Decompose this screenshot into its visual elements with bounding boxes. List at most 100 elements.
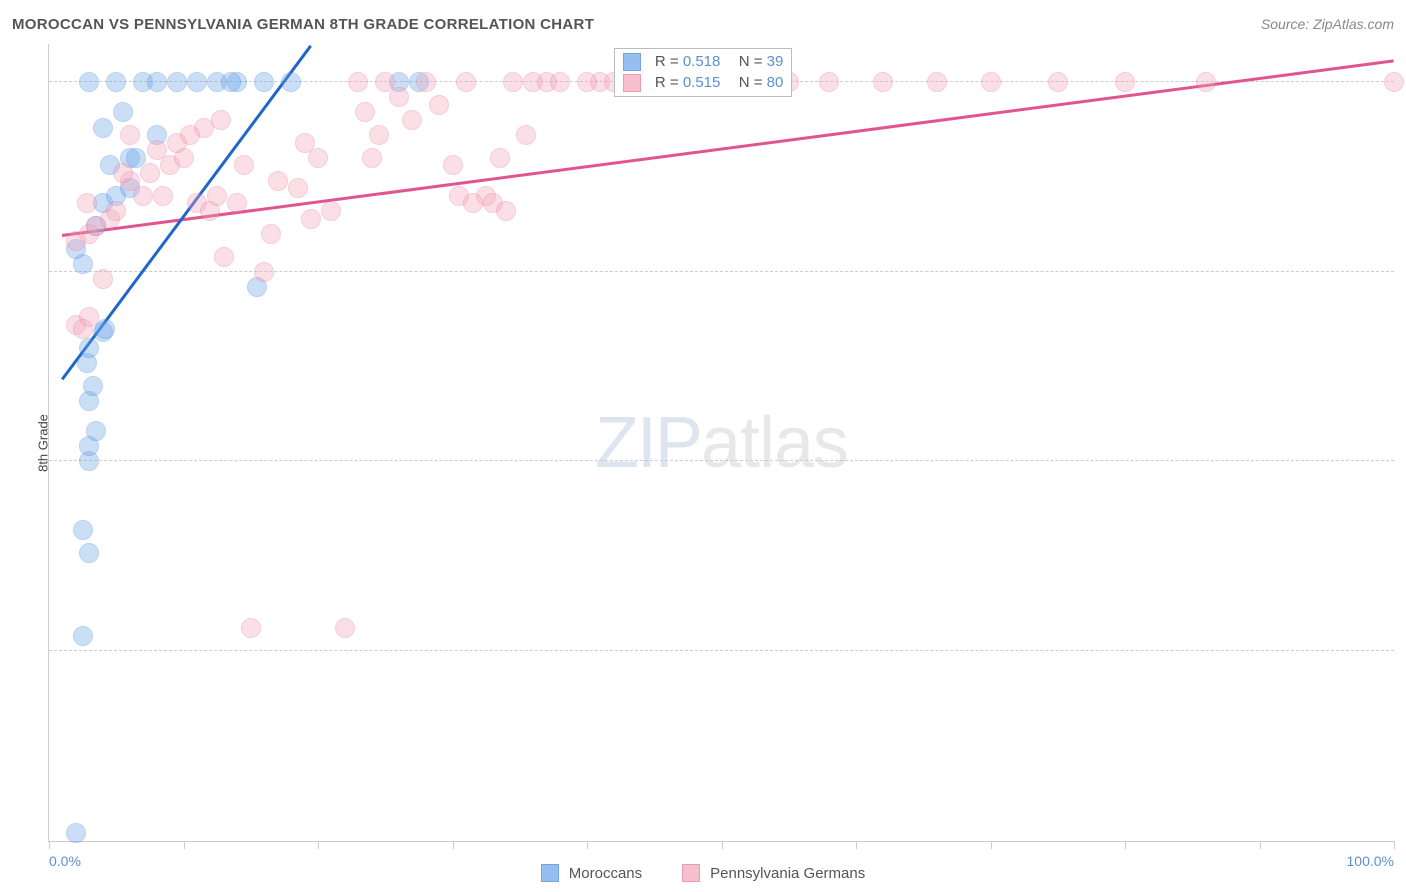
data-point (254, 262, 274, 282)
gridline-h (49, 271, 1394, 272)
gridline-h (49, 650, 1394, 651)
data-point (295, 133, 315, 153)
y-axis-title: 8th Grade (35, 414, 50, 472)
data-point (516, 125, 536, 145)
legend-label: Pennsylvania Germans (710, 865, 865, 882)
data-point (348, 72, 368, 92)
data-point (261, 224, 281, 244)
data-point (254, 72, 274, 92)
data-point (463, 193, 483, 213)
data-point (281, 72, 301, 92)
data-point (550, 72, 570, 92)
legend-swatch (623, 74, 641, 92)
legend-swatch (682, 864, 700, 882)
data-point (308, 148, 328, 168)
data-point (227, 193, 247, 213)
data-point (429, 95, 449, 115)
x-tick (1260, 841, 1261, 849)
data-point (1384, 72, 1404, 92)
plot-area: ZIPatlas 92.5%95.0%97.5%100.0%0.0%100.0%… (48, 44, 1394, 842)
data-point (221, 72, 241, 92)
data-point (86, 421, 106, 441)
chart-container: ZIPatlas 92.5%95.0%97.5%100.0%0.0%100.0%… (48, 44, 1394, 842)
data-point (207, 186, 227, 206)
x-tick (49, 841, 50, 849)
data-point (241, 618, 261, 638)
data-point (167, 72, 187, 92)
watermark-atlas: atlas (701, 403, 848, 483)
data-point (79, 72, 99, 92)
data-point (133, 186, 153, 206)
legend-item: Pennsylvania Germans (682, 864, 865, 882)
legend-r-value: R = 0.515 (655, 74, 720, 91)
watermark: ZIPatlas (595, 402, 848, 484)
chart-title: MOROCCAN VS PENNSYLVANIA GERMAN 8TH GRAD… (12, 16, 594, 33)
data-point (113, 163, 133, 183)
data-point (819, 72, 839, 92)
data-point (490, 148, 510, 168)
data-point (389, 87, 409, 107)
x-tick (856, 841, 857, 849)
x-tick (1394, 841, 1395, 849)
data-point (120, 125, 140, 145)
legend-swatch (623, 53, 641, 71)
watermark-zip: ZIP (595, 403, 701, 483)
chart-source: Source: ZipAtlas.com (1261, 16, 1394, 32)
legend-n-value: N = 39 (730, 53, 783, 70)
legend-swatch (541, 864, 559, 882)
data-point (95, 319, 115, 339)
data-point (147, 72, 167, 92)
data-point (66, 823, 86, 843)
data-point (301, 209, 321, 229)
legend-stats: R = 0.518 N = 39 R = 0.515 N = 80 (614, 48, 792, 97)
data-point (1196, 72, 1216, 92)
data-point (873, 72, 893, 92)
data-point (927, 72, 947, 92)
x-tick (587, 841, 588, 849)
x-tick (318, 841, 319, 849)
data-point (211, 110, 231, 130)
data-point (147, 140, 167, 160)
data-point (73, 626, 93, 646)
data-point (140, 163, 160, 183)
data-point (268, 171, 288, 191)
data-point (83, 376, 103, 396)
x-tick (722, 841, 723, 849)
data-point (288, 178, 308, 198)
data-point (503, 72, 523, 92)
legend-label: Moroccans (569, 865, 642, 882)
data-point (443, 155, 463, 175)
data-point (79, 307, 99, 327)
data-point (93, 118, 113, 138)
data-point (93, 269, 113, 289)
data-point (79, 543, 99, 563)
data-point (321, 201, 341, 221)
data-point (355, 102, 375, 122)
data-point (153, 186, 173, 206)
gridline-h (49, 460, 1394, 461)
data-point (1048, 72, 1068, 92)
x-tick (991, 841, 992, 849)
data-point (73, 520, 93, 540)
data-point (362, 148, 382, 168)
data-point (402, 110, 422, 130)
data-point (113, 102, 133, 122)
data-point (106, 201, 126, 221)
data-point (214, 247, 234, 267)
data-point (416, 72, 436, 92)
data-point (456, 72, 476, 92)
x-tick (1125, 841, 1126, 849)
data-point (577, 72, 597, 92)
data-point (1115, 72, 1135, 92)
legend-r-value: R = 0.518 (655, 53, 720, 70)
legend-n-value: N = 80 (730, 74, 783, 91)
data-point (106, 72, 126, 92)
legend-bottom: Moroccans Pennsylvania Germans (0, 864, 1406, 882)
x-tick (184, 841, 185, 849)
data-point (981, 72, 1001, 92)
x-tick (453, 841, 454, 849)
data-point (335, 618, 355, 638)
data-point (234, 155, 254, 175)
legend-item: Moroccans (541, 864, 642, 882)
data-point (369, 125, 389, 145)
